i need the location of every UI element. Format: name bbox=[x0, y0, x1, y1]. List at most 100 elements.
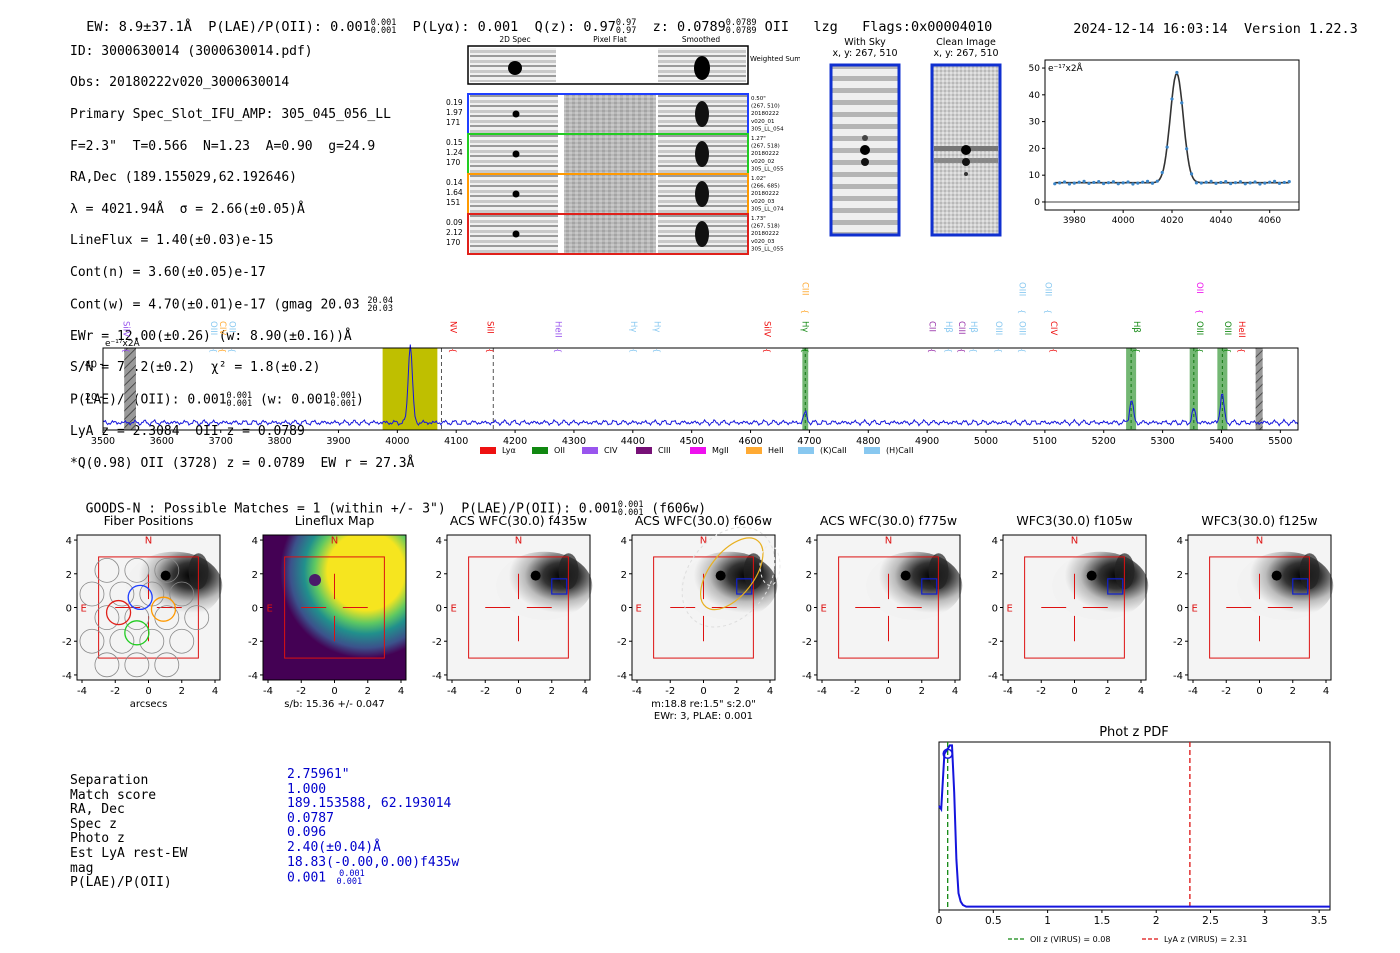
cutout-xtick-label: 0 bbox=[145, 686, 151, 697]
aperture-box bbox=[98, 556, 199, 659]
cutout-ytick-label: 0 bbox=[252, 604, 258, 615]
spectrum-xtick-label: 5100 bbox=[1033, 436, 1057, 447]
line-fit-data-point bbox=[1194, 181, 1199, 185]
catalog-title-end: (f606w) bbox=[651, 501, 707, 517]
east-label: E bbox=[1191, 604, 1197, 615]
cutout-xtick-label: 4 bbox=[1323, 686, 1329, 697]
stamp-2d-source bbox=[512, 190, 520, 198]
spectrum-line-label: CIII bbox=[799, 282, 809, 295]
line-fit-data-point bbox=[1165, 145, 1169, 149]
cutout-xtick-label: 0 bbox=[885, 686, 891, 697]
stamp-left-value: 1.24 bbox=[446, 148, 463, 157]
spectrum-xtick-label: 4300 bbox=[562, 436, 586, 447]
spectrum-line-label: CII bbox=[927, 321, 937, 332]
spectrum-line-bracket: { bbox=[485, 348, 494, 353]
counterpart-box bbox=[1292, 578, 1309, 595]
line-fit-ytick-label: 0 bbox=[1034, 198, 1040, 208]
fiber-circle bbox=[139, 628, 165, 654]
header-qz-sub: 0.97 bbox=[615, 26, 637, 36]
spectrum-legend-label: CIII bbox=[658, 446, 671, 455]
stamps-panel: 2D Spec Pixel Flat Smoothed Weighted Sum… bbox=[446, 35, 800, 255]
cutout-xtick-label: -4 bbox=[817, 686, 827, 697]
clean-title: Clean Image bbox=[936, 37, 996, 48]
match-value: 2.75961" bbox=[287, 767, 350, 782]
line-fit-data-point bbox=[1160, 170, 1164, 175]
fiber-circle bbox=[124, 605, 150, 631]
photz-xtick-label: 0 bbox=[936, 915, 943, 927]
cutout-title: ACS WFC(30.0) f435w bbox=[450, 513, 587, 528]
cutout-xlabel: arcsecs bbox=[130, 699, 168, 710]
spectrum-content: 3500 3600 3700 3800 3900 4000 4100 4200 4300 4400… bbox=[85, 282, 1299, 455]
cutout-xtick-label: -4 bbox=[1188, 686, 1198, 697]
spectrum-line-bracket: { bbox=[448, 348, 457, 353]
header-z-line: OII bbox=[764, 19, 789, 35]
line-fit-data-point bbox=[1253, 180, 1257, 184]
match-value: 2.40(±0.04)Å bbox=[287, 839, 381, 855]
match-table-values: 2.75961" 1.000 189.153588, 62.193014 0.0787… bbox=[287, 767, 460, 887]
spectrum-legend-swatch bbox=[690, 447, 706, 454]
stamp-left-value: 1.97 bbox=[446, 108, 463, 117]
fiber-circle bbox=[169, 628, 195, 654]
spectrum-xtick-label: 3700 bbox=[209, 436, 233, 447]
stamp-right-value: v020_01 bbox=[751, 119, 775, 125]
spectrum-xtick-label: 3900 bbox=[326, 436, 350, 447]
stamp-left-value: 0.09 bbox=[446, 218, 463, 227]
clean-xy: x, y: 267, 510 bbox=[933, 48, 999, 59]
cutout-xtick-label: -2 bbox=[1036, 686, 1046, 697]
match-value: 0.001 0.001 0.001 bbox=[287, 870, 459, 887]
cutout-xtick-label: 0 bbox=[515, 686, 521, 697]
line-fit-unit: e⁻¹⁷x2Å bbox=[1048, 62, 1084, 74]
match-value: 18.83(-0.00,0.00)f435w bbox=[287, 854, 460, 870]
line-fit-data-point bbox=[1277, 181, 1282, 185]
cutout-xtick-label: 0 bbox=[1071, 686, 1077, 697]
cutout-ytick-label: 0 bbox=[806, 604, 812, 615]
cutout-xtick-label: 0 bbox=[331, 686, 337, 697]
match-label: Match score bbox=[70, 787, 157, 803]
cutout-title: Lineflux Map bbox=[295, 513, 375, 528]
match-label: RA, Dec bbox=[70, 802, 125, 818]
spectrum-line-bracket: { bbox=[944, 348, 953, 353]
fiber-highlight bbox=[124, 620, 150, 646]
cutout-xtick-label: 0 bbox=[700, 686, 706, 697]
line-fit-ytick-label: 10 bbox=[1029, 171, 1041, 181]
match-label: Photo z bbox=[70, 831, 125, 847]
catalog-title-sub: 0.001 bbox=[617, 508, 644, 518]
fiber-circle bbox=[79, 628, 105, 654]
spectrum-legend-swatch bbox=[864, 447, 880, 454]
aperture-box bbox=[1024, 556, 1125, 659]
line-fit-data-point bbox=[1243, 182, 1247, 186]
cutout-xtick-label: 2 bbox=[919, 686, 925, 697]
cutout-xtick-label: -2 bbox=[110, 686, 120, 697]
stamp-right-value: 1.02" bbox=[751, 176, 766, 182]
stamp-left-value: 0.19 bbox=[446, 98, 463, 107]
line-fit-xtick-label: 4040 bbox=[1209, 216, 1232, 226]
photz-xtick-label: 3.5 bbox=[1311, 915, 1328, 927]
info-plae-sub: 0.001 bbox=[226, 398, 253, 409]
cutout-ytick-label: -2 bbox=[432, 637, 442, 648]
spectrum-xtick-label: 4100 bbox=[444, 436, 468, 447]
catalog-title-row: GOODS-N : Possible Matches = 1 (within +… bbox=[70, 486, 707, 518]
info-lineflux: LineFlux = 1.40(±0.03)e-15 bbox=[70, 233, 274, 249]
spectrum-line-label: OIII bbox=[1017, 282, 1027, 296]
line-fit-data-point bbox=[1150, 181, 1155, 185]
stamp-2d-source bbox=[512, 110, 520, 118]
search-ellipse bbox=[681, 526, 776, 628]
stamp-right-value: 0.50" bbox=[751, 96, 766, 102]
header-datetime-block: 2024-12-14 16:03:14 Version 1.22.3 bbox=[1057, 5, 1358, 37]
stamp-left-value: 0.15 bbox=[446, 138, 463, 147]
galaxy-knot bbox=[160, 570, 171, 581]
lineflux-map-image bbox=[263, 535, 406, 680]
stamp-right-value: 20180222 bbox=[751, 231, 779, 237]
spectrum-line-bracket: { bbox=[928, 348, 937, 353]
spectrum-line-label: OIII bbox=[993, 321, 1003, 335]
cutout-xlabel: s/b: 15.36 +/- 0.047 bbox=[284, 699, 384, 710]
stamps-header-2dspec: 2D Spec bbox=[499, 35, 530, 44]
line-fit-xtick-label: 3980 bbox=[1063, 216, 1086, 226]
cutout-xtick-label: 4 bbox=[398, 686, 404, 697]
spectrum-legend-swatch bbox=[636, 447, 652, 454]
counterpart-box bbox=[1107, 578, 1124, 595]
spectrum-line-label: OII bbox=[1194, 282, 1204, 294]
line-fit-data-point bbox=[1219, 180, 1223, 185]
